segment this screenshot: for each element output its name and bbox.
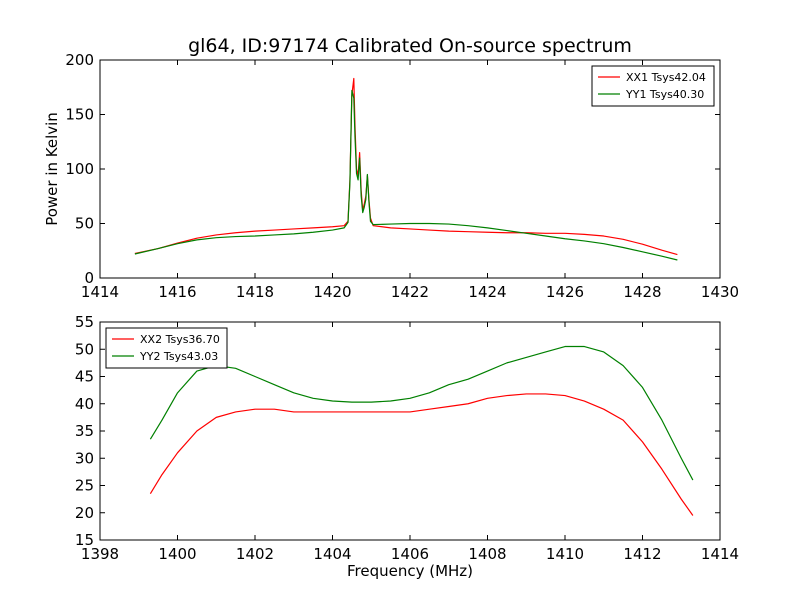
x-tick-label: 1408 [468,545,506,563]
y-axis-label: Power in Kelvin [43,112,61,226]
bottom-panel: 1398 1400 1402 1404 1406 1408 1410 1412 1414 15 20… [75,313,739,580]
y-tick-label: 200 [65,51,94,69]
x-tick-label: 1430 [701,283,739,301]
x-tick-label: 1420 [313,283,351,301]
y-tick-label: 100 [65,160,94,178]
legend-entry: YY1 Tsys40.30 [625,88,704,101]
series-line-xx1 [134,77,678,256]
x-tick-label: 1416 [158,283,196,301]
series-line-xx2 [149,393,694,516]
y-tick-label: 40 [75,395,94,413]
legend-box [591,65,715,107]
x-tick-label: 1398 [81,545,119,563]
y-tick-label: 35 [75,422,94,440]
y-tick-label: 30 [75,449,94,467]
x-tick-label: 1422 [391,283,429,301]
legend-entry: XX2 Tsys36.70 [140,333,220,346]
legend-entry: YY2 Tsys43.03 [139,350,218,363]
x-tick-label: 1402 [236,545,274,563]
y-tick-label: 150 [65,106,94,124]
series-line-yy2 [149,345,694,481]
x-tick-label: 1400 [158,545,196,563]
y-tick-label: 45 [75,368,94,386]
x-tick-label: 1406 [391,545,429,563]
chart-title: gl64, ID:97174 Calibrated On-source spec… [188,35,632,57]
x-tick-label: 1424 [468,283,506,301]
x-tick-label: 1404 [313,545,351,563]
series-line-yy1 [134,89,678,261]
y-tick-label: 50 [75,215,94,233]
x-tick-label: 1410 [546,545,584,563]
x-tick-label: 1412 [623,545,661,563]
x-tick-label: 1418 [236,283,274,301]
y-tick-label: 25 [75,477,94,495]
y-tick-label: 15 [75,531,94,549]
top-panel: 1414 1416 1418 1420 1422 1424 1426 1428 1430 0 50 1… [43,51,739,301]
x-tick-label: 1414 [81,283,119,301]
legend-box [105,327,228,369]
x-tick-label: 1414 [701,545,739,563]
legend: XX2 Tsys36.70 YY2 Tsys43.03 [105,327,228,369]
legend-entry: XX1 Tsys42.04 [626,71,706,84]
y-tick-label: 0 [84,269,94,287]
y-tick-label: 20 [75,504,94,522]
x-tick-label: 1426 [546,283,584,301]
y-tick-label: 50 [75,340,94,358]
x-axis-label: Frequency (MHz) [347,562,473,580]
legend: XX1 Tsys42.04 YY1 Tsys40.30 [591,65,715,107]
y-tick-label: 55 [75,313,94,331]
x-tick-label: 1428 [623,283,661,301]
